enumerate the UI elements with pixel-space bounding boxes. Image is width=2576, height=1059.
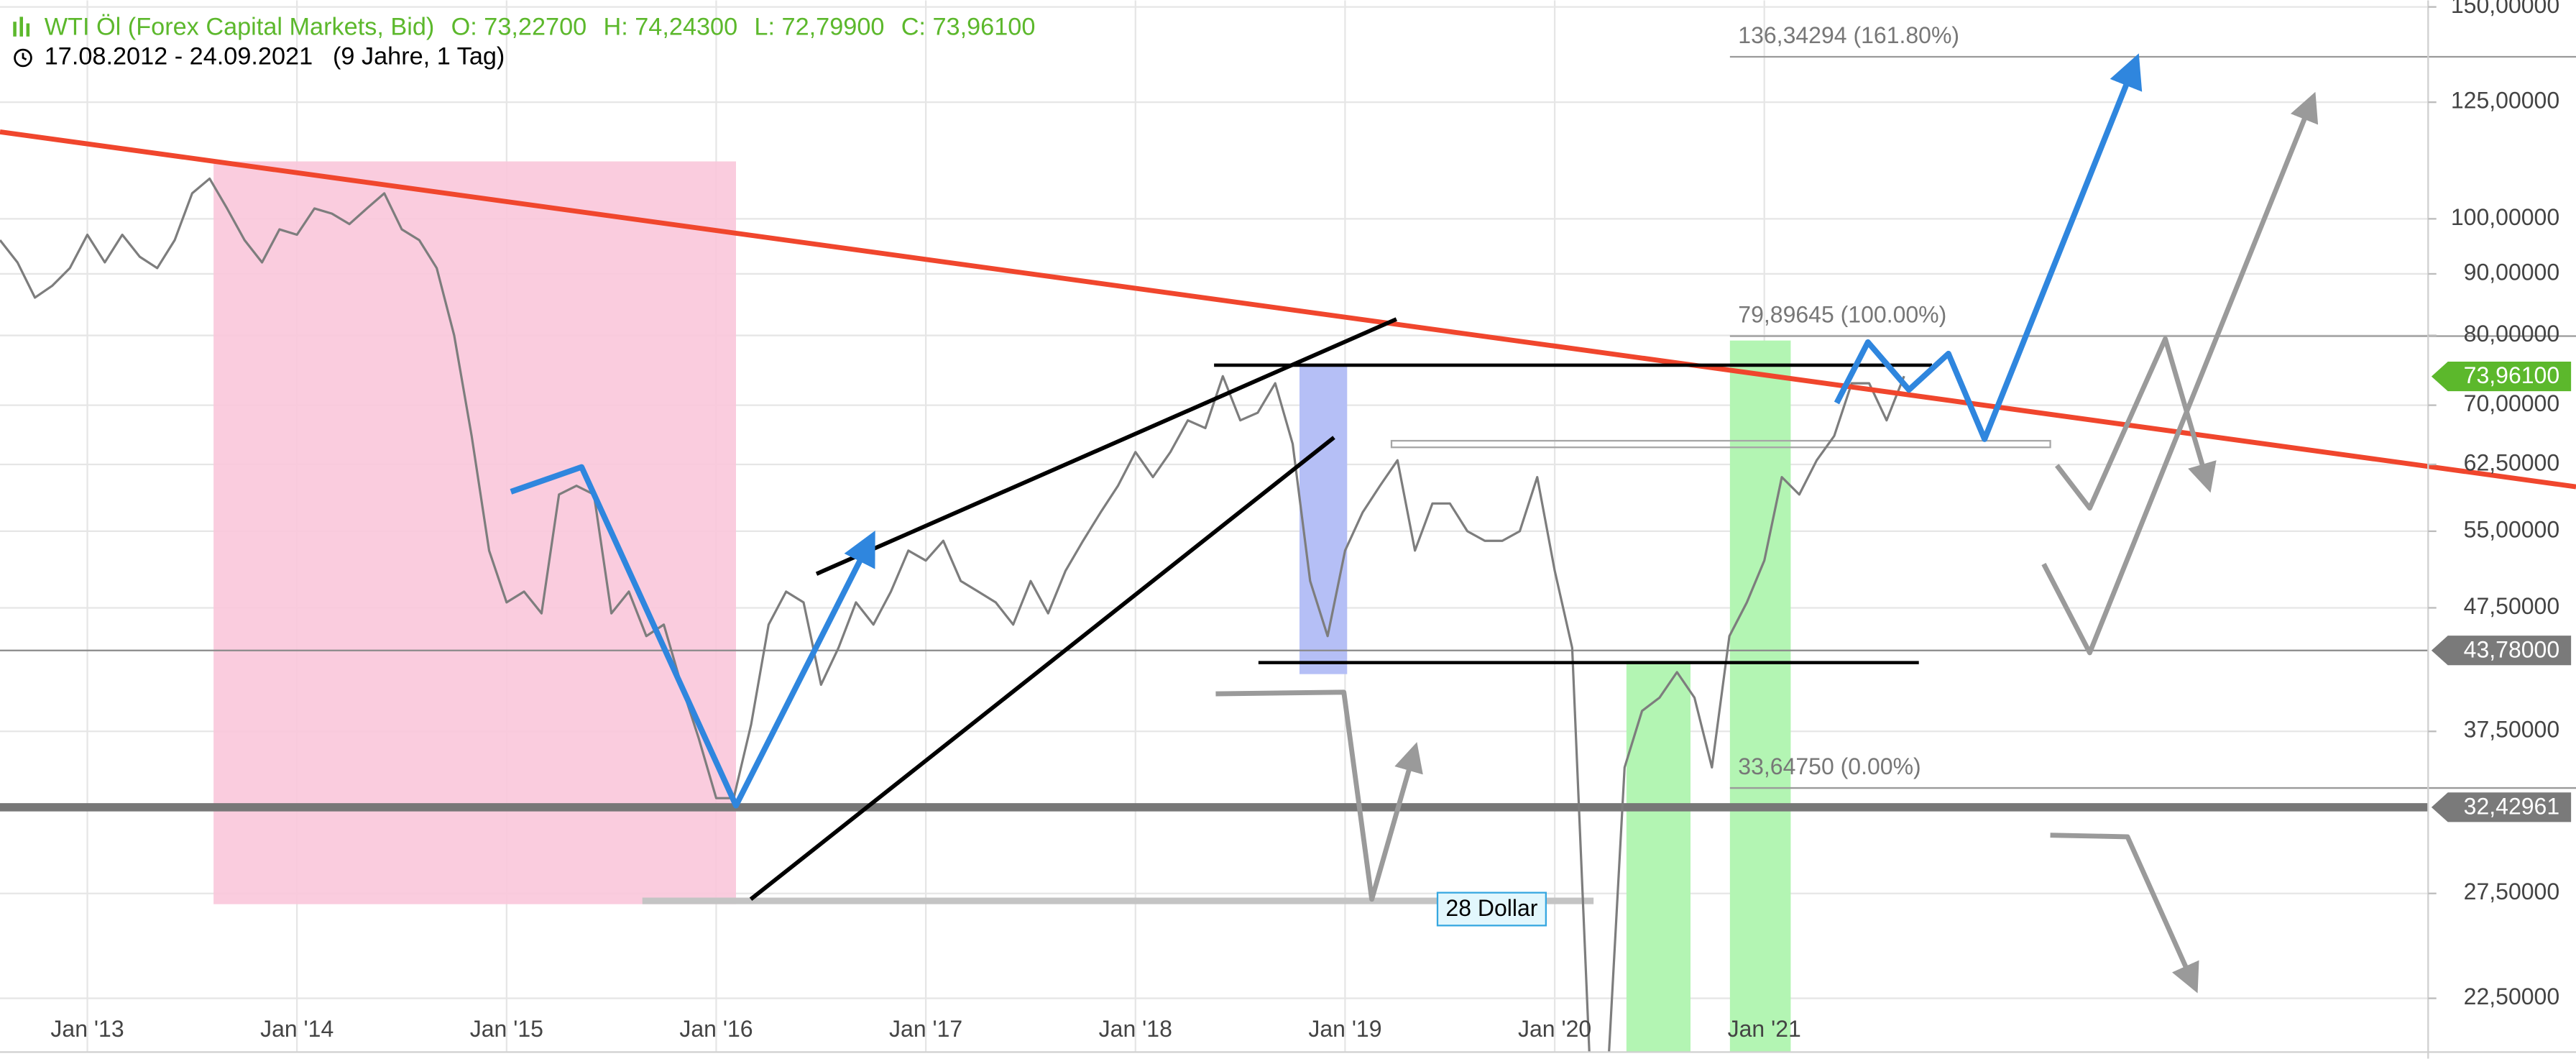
y-tick-label: 100,00000 <box>2451 204 2559 230</box>
zone-green <box>1729 340 1791 1053</box>
trendline <box>749 436 1335 902</box>
x-tick-label: Jan '20 <box>1518 1016 1591 1042</box>
note-text: 28 Dollar <box>1445 895 1537 921</box>
price-tag-label: 32,42961 <box>2464 793 2559 819</box>
note-frame <box>1436 891 1547 927</box>
forecast-blue <box>510 464 875 809</box>
ohlc-open: O: 73,22700 <box>451 13 587 40</box>
y-tick-label: 90,00000 <box>2464 259 2559 285</box>
date-range: 17.08.2012 - 24.09.2021 <box>45 43 313 70</box>
x-tick-label: Jan '21 <box>1728 1016 1801 1042</box>
y-tick-label: 22,50000 <box>2464 984 2559 1009</box>
header-line: WTI Öl (Forex Capital Markets, Bid) O: 7… <box>45 13 1036 40</box>
chart-title: WTI Öl (Forex Capital Markets, Bid) <box>45 13 435 40</box>
drawings-back <box>213 161 2051 1053</box>
x-tick-label: Jan '17 <box>889 1016 962 1042</box>
y-tick-label: 62,50000 <box>2464 449 2559 475</box>
y-tick-label: 27,50000 <box>2464 879 2559 904</box>
price-tag-label: 43,78000 <box>2464 636 2559 662</box>
level-band <box>1390 439 2051 449</box>
header: WTI Öl (Forex Capital Markets, Bid) O: 7… <box>13 13 1035 70</box>
price-line <box>0 177 1905 1053</box>
fib-label: 136,34294 (161.80%) <box>1738 22 1959 48</box>
forecast-gray <box>1215 689 1423 902</box>
forecast-gray <box>2041 91 2319 656</box>
x-tick-label: Jan '15 <box>470 1016 543 1042</box>
fib-label: 33,64750 (0.00%) <box>1738 753 1920 779</box>
y-tick-label: 55,00000 <box>2464 516 2559 542</box>
ohlc-high: H: 74,24300 <box>603 13 737 40</box>
y-tick-label: 150,00000 <box>2451 0 2559 18</box>
x-tick-label: Jan '13 <box>50 1016 124 1042</box>
range-line: 17.08.2012 - 24.09.2021 (9 Jahre, 1 Tag) <box>45 43 505 70</box>
forecast-gray <box>2050 833 2199 994</box>
zone-blue <box>1300 365 1348 674</box>
price-tag <box>2431 792 2572 822</box>
axes: 150,00000 125,00000 100,00000 90,00000 80,00… <box>50 0 2572 1042</box>
levels: 136,34294 (161.80%) 79,89645 (100.00%) 33,… <box>0 22 2576 812</box>
ohlc-low: L: 72,79900 <box>754 13 884 40</box>
drawings <box>0 53 2576 994</box>
trendline-red <box>0 129 2576 490</box>
forecast-blue <box>1834 53 2143 442</box>
x-tick-label: Jan '18 <box>1099 1016 1172 1042</box>
y-tick-label: 80,00000 <box>2464 321 2559 347</box>
zone-pink <box>213 161 737 904</box>
price-tag <box>2431 636 2572 666</box>
note-box: 28 Dollar <box>1436 891 1547 927</box>
x-tick-label: Jan '19 <box>1308 1016 1381 1042</box>
x-tick-label: Jan '14 <box>260 1016 334 1042</box>
icon-clock-hand <box>22 52 27 61</box>
duration: (9 Jahre, 1 Tag) <box>333 43 505 70</box>
y-tick-label: 37,50000 <box>2464 717 2559 743</box>
fib-label: 79,89645 (100.00%) <box>1738 302 1946 328</box>
trendline <box>815 317 1398 576</box>
zone-green <box>1626 661 1690 1053</box>
y-tick-label: 125,00000 <box>2451 88 2559 114</box>
x-tick-label: Jan '16 <box>679 1016 753 1042</box>
price-tag-label: 73,96100 <box>2464 362 2559 388</box>
price-area <box>0 177 1905 1053</box>
price-tag <box>2431 362 2572 392</box>
y-tick-label: 70,00000 <box>2464 390 2559 416</box>
icon-clock <box>14 48 32 68</box>
icon-chart <box>13 17 30 37</box>
ohlc-close: C: 73,96100 <box>901 13 1036 40</box>
y-tick-label: 47,50000 <box>2464 593 2559 619</box>
